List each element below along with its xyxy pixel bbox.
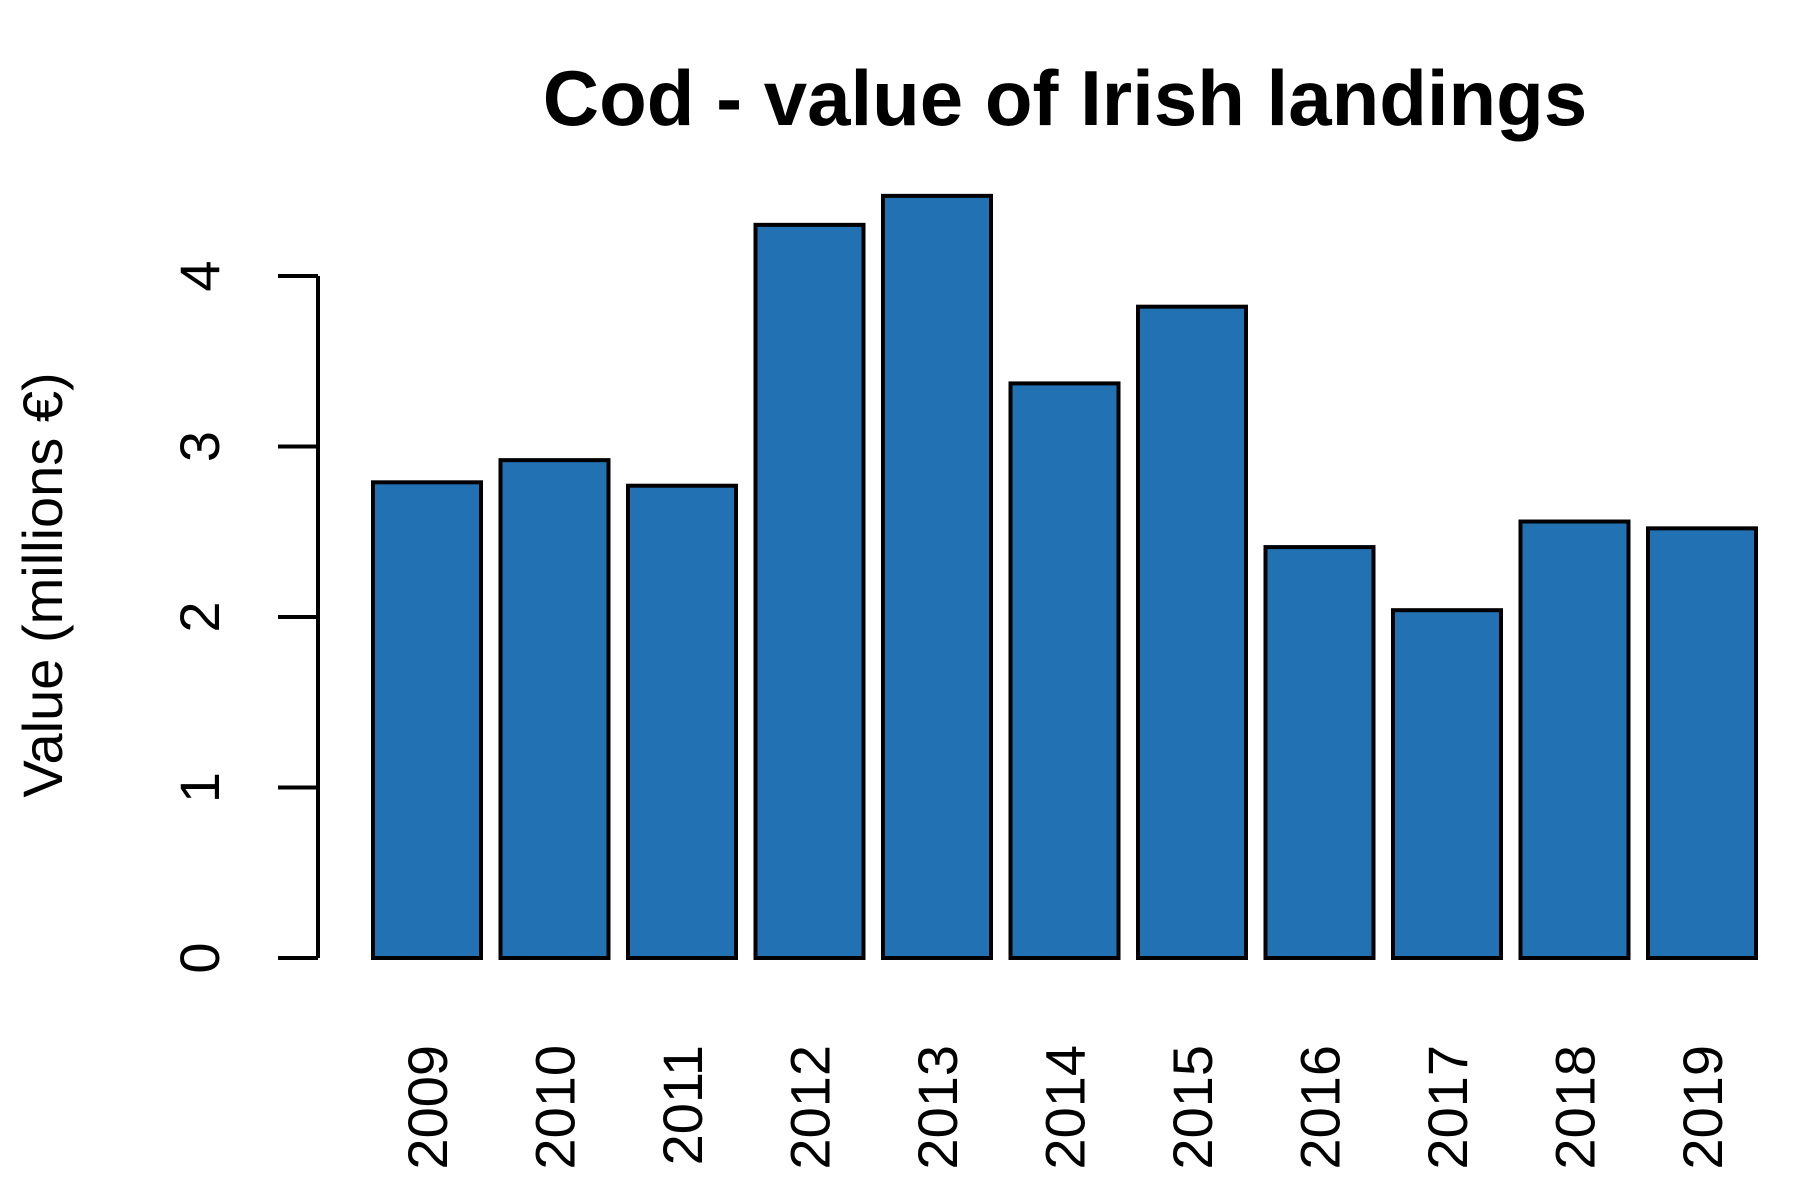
y-tick-label: 4 — [168, 260, 231, 291]
x-tick-label: 2015 — [1161, 1045, 1224, 1170]
bar-2012 — [753, 222, 866, 961]
x-tick-label: 2010 — [524, 1045, 587, 1170]
x-tick-label: 2012 — [779, 1045, 842, 1170]
x-tick-label: 2014 — [1034, 1045, 1097, 1170]
x-tick-label: 2019 — [1671, 1045, 1734, 1170]
bars-group — [371, 193, 1758, 961]
x-tick-label: 2009 — [396, 1045, 459, 1170]
y-axis: 0 1 2 3 4 — [168, 260, 320, 974]
bar-2009 — [371, 480, 483, 960]
x-tick-label: 2013 — [906, 1045, 969, 1170]
bar-2013 — [881, 193, 993, 961]
chart-title: Cod - value of Irish landings — [543, 54, 1587, 142]
bar-2019 — [1646, 526, 1758, 961]
y-tick-label: 3 — [168, 431, 231, 462]
y-tick-label: 0 — [168, 942, 231, 973]
x-tick-label: 2018 — [1544, 1045, 1607, 1170]
bar-2017 — [1391, 608, 1503, 960]
x-tick-label: 2016 — [1289, 1045, 1352, 1170]
x-tick-label: 2017 — [1416, 1045, 1479, 1170]
bar-2014 — [1008, 381, 1121, 961]
x-tick-label: 2011 — [651, 1045, 714, 1165]
x-axis-tick-labels: 2009 2010 2011 2012 2013 2014 2015 2016 2017 2018… — [396, 1045, 1734, 1170]
y-tick-label: 2 — [168, 601, 231, 632]
bar-2010 — [498, 458, 611, 960]
y-tick-label: 1 — [168, 772, 231, 803]
y-axis-label: Value (millions €) — [11, 372, 74, 797]
bar-2018 — [1518, 519, 1631, 961]
bar-2016 — [1263, 545, 1376, 960]
bar-2011 — [626, 483, 738, 960]
bar-2015 — [1136, 304, 1248, 960]
